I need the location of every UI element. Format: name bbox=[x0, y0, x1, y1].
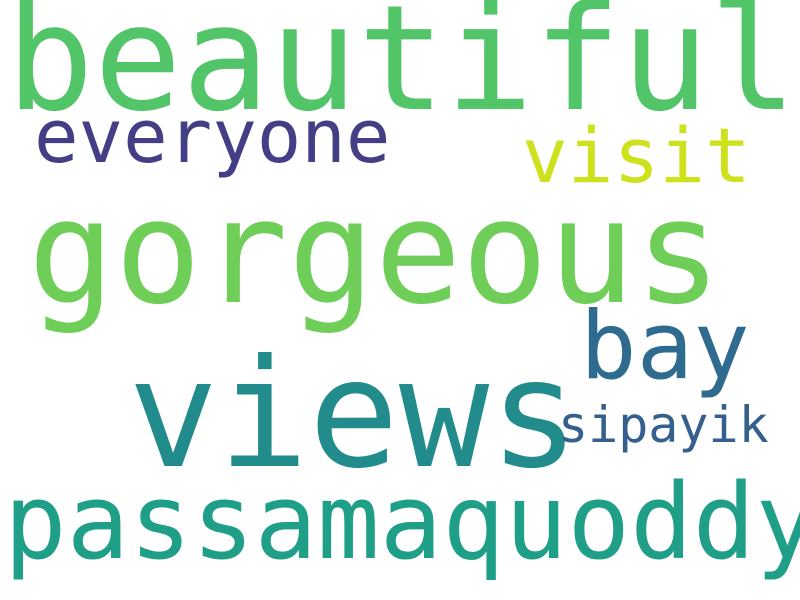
word-sipayik: sipayik bbox=[558, 396, 769, 454]
word-visit: visit bbox=[522, 111, 751, 200]
word-everyone: everyone bbox=[34, 94, 391, 180]
word-gorgeous: gorgeous bbox=[28, 168, 722, 336]
word-views: views bbox=[128, 328, 580, 502]
word-passamaquoddy: passamaquoddy bbox=[4, 461, 800, 583]
word-beautiful: beautiful bbox=[6, 0, 798, 144]
word-bay: bay bbox=[580, 292, 750, 401]
